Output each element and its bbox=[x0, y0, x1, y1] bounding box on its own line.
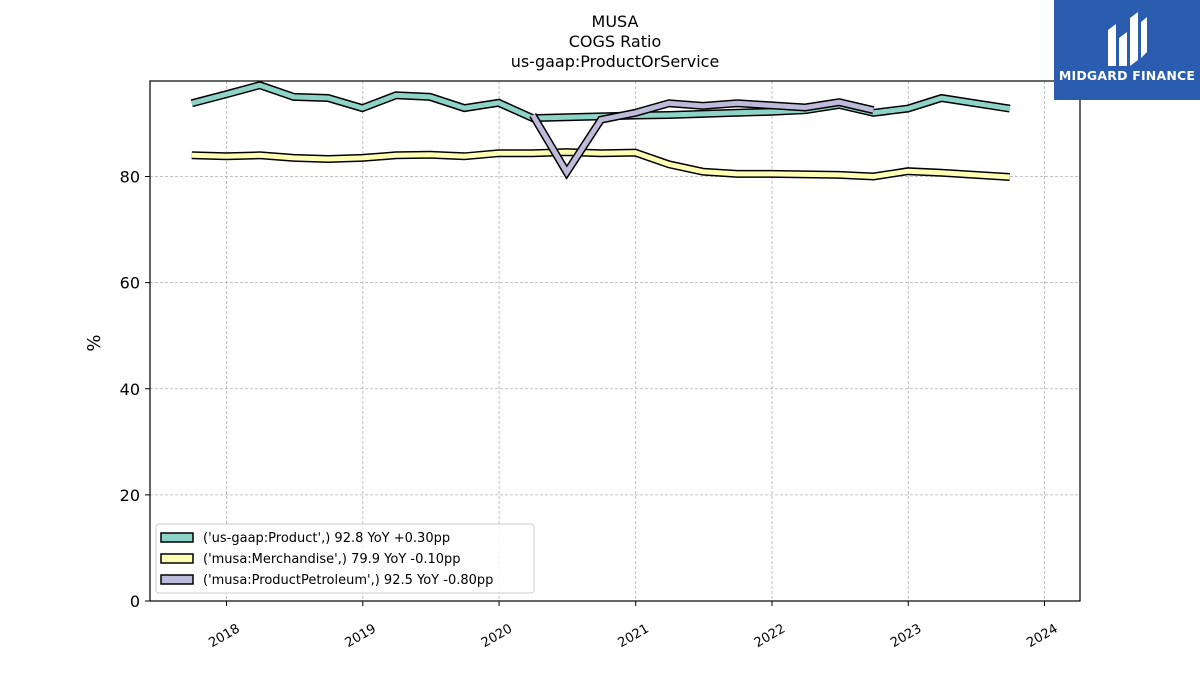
series-1 bbox=[190, 81, 1011, 123]
legend-entry-1: ('us-gaap:Product',) 92.8 YoY +0.30pp bbox=[203, 531, 450, 546]
y-axis-label: % bbox=[84, 334, 105, 351]
x-axis: 2018 2019 2020 2021 2022 2023 2024 bbox=[206, 601, 1061, 651]
x-tick-label: 2024 bbox=[1024, 621, 1060, 651]
title-line-2: COGS Ratio bbox=[569, 32, 661, 51]
x-tick-label: 2020 bbox=[479, 621, 515, 651]
x-tick-label: 2021 bbox=[616, 621, 652, 651]
series-2 bbox=[191, 148, 1011, 181]
y-tick-label: 40 bbox=[120, 380, 140, 399]
legend-entry-2: ('musa:Merchandise',) 79.9 YoY -0.10pp bbox=[203, 552, 461, 567]
x-tick-label: 2023 bbox=[888, 621, 924, 651]
legend-swatch bbox=[160, 532, 194, 543]
legend: ('us-gaap:Product',) 92.8 YoY +0.30pp ('m… bbox=[155, 523, 535, 594]
y-tick-label: 60 bbox=[120, 274, 140, 293]
series-line bbox=[530, 99, 875, 178]
x-tick-label: 2018 bbox=[206, 621, 242, 651]
legend-entry-3: ('musa:ProductPetroleum',) 92.5 YoY -0.8… bbox=[203, 573, 493, 588]
legend-swatch bbox=[160, 574, 194, 585]
plot-frame bbox=[149, 80, 1081, 602]
series-3 bbox=[529, 98, 875, 180]
series-line bbox=[191, 149, 1010, 180]
brand-logo: MIDGARD FINANCE bbox=[1054, 0, 1200, 100]
title-line-3: us-gaap:ProductOrService bbox=[511, 52, 720, 71]
legend-box bbox=[155, 523, 535, 594]
legend-swatch bbox=[160, 553, 194, 564]
y-axis: 0 20 40 60 80 bbox=[120, 168, 150, 611]
logo-text: MIDGARD FINANCE bbox=[1058, 68, 1196, 83]
title-line-1: MUSA bbox=[592, 12, 639, 31]
logo-mark-icon bbox=[1108, 12, 1147, 66]
y-tick-label: 20 bbox=[120, 486, 140, 505]
y-tick-label: 0 bbox=[130, 592, 140, 611]
y-tick-label: 80 bbox=[120, 168, 140, 187]
series-lines bbox=[190, 81, 1011, 181]
x-tick-label: 2019 bbox=[343, 621, 379, 651]
x-tick-label: 2022 bbox=[752, 621, 788, 651]
